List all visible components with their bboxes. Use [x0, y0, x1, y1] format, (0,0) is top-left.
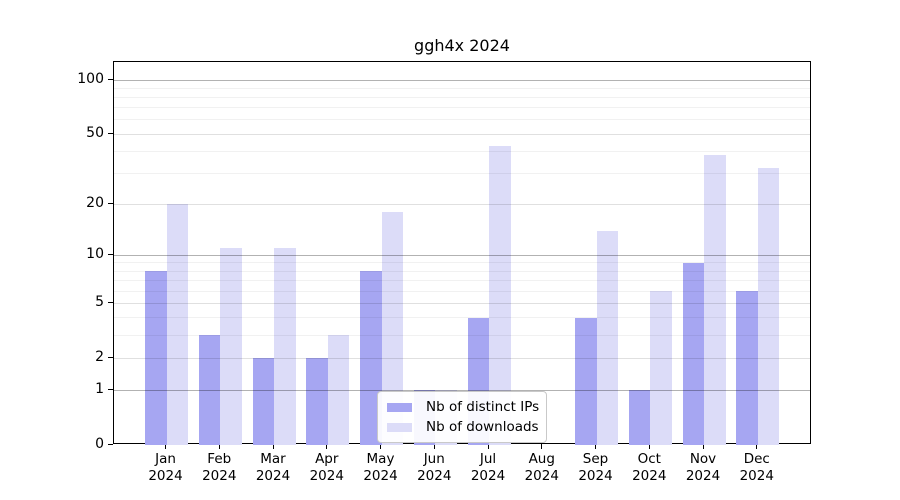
x-axis-label-oct: Oct 2024 [618, 451, 680, 485]
month-name: Aug [528, 451, 555, 467]
month-year: 2024 [578, 468, 613, 484]
x-axis-tick-oct [648, 444, 650, 449]
x-axis-tick-nov [702, 444, 704, 449]
month-name: Nov [689, 451, 717, 467]
bar-downloads-sep [596, 230, 618, 445]
y-axis-tick-0 [108, 443, 113, 445]
month-year: 2024 [524, 468, 559, 484]
x-axis-tick-aug [541, 444, 543, 449]
y-axis-tick-100 [108, 78, 113, 80]
bar-distinct-ips-nov [682, 262, 704, 445]
x-axis-label-aug: Aug 2024 [511, 451, 573, 485]
y-axis-label-100: 100 [77, 70, 104, 87]
legend-item-distinct-ips: Nb of distinct IPs [387, 399, 540, 415]
bars-layer [114, 62, 810, 445]
y-axis-label-1: 1 [95, 380, 104, 397]
month-name: Apr [315, 451, 339, 467]
y-axis-label-10: 10 [86, 245, 104, 262]
month-name: Jan [155, 451, 176, 467]
x-axis-label-jun: Jun 2024 [403, 451, 465, 485]
month-name: Feb [207, 451, 232, 467]
y-axis-tick-1 [108, 388, 113, 390]
month-name: Oct [637, 451, 661, 467]
y-axis-tick-10 [108, 253, 113, 255]
bar-downloads-oct [650, 291, 672, 445]
x-axis-tick-mar [272, 444, 274, 449]
bar-downloads-dec [757, 168, 780, 445]
month-name: May [366, 451, 395, 467]
bar-downloads-nov [704, 155, 726, 445]
bar-distinct-ips-dec [736, 291, 758, 445]
month-year: 2024 [685, 468, 721, 484]
x-axis-label-mar: Mar 2024 [242, 451, 304, 485]
bar-distinct-ips-apr [306, 358, 328, 445]
x-axis-label-apr: Apr 2024 [296, 451, 358, 485]
x-axis-label-jul: Jul 2024 [457, 451, 519, 485]
legend-swatch-distinct-ips [387, 402, 412, 412]
y-axis-label-0: 0 [95, 435, 104, 452]
y-axis-tick-50 [108, 132, 113, 134]
month-year: 2024 [148, 468, 183, 484]
month-year: 2024 [309, 468, 344, 484]
x-axis-label-feb: Feb 2024 [188, 451, 250, 485]
bar-downloads-jul [489, 145, 511, 445]
month-year: 2024 [202, 468, 237, 484]
bar-distinct-ips-mar [252, 358, 274, 445]
month-name: Sep [582, 451, 609, 467]
x-axis-tick-dec [756, 444, 758, 449]
month-year: 2024 [363, 468, 398, 484]
x-axis-label-nov: Nov 2024 [672, 451, 734, 485]
legend-label-distinct-ips: Nb of distinct IPs [426, 399, 540, 415]
y-axis-label-20: 20 [86, 194, 104, 211]
bar-distinct-ips-feb [198, 335, 221, 445]
legend: Nb of distinct IPs Nb of downloads [377, 391, 547, 443]
month-name: Mar [260, 451, 286, 467]
bar-distinct-ips-sep [575, 317, 597, 445]
bar-downloads-jan [166, 204, 188, 445]
month-year: 2024 [470, 468, 506, 484]
y-axis-tick-5 [108, 301, 113, 303]
legend-swatch-downloads [387, 422, 412, 432]
y-axis-label-5: 5 [95, 293, 104, 310]
plot-area [113, 61, 811, 445]
chart-title: ggh4x 2024 [414, 36, 510, 55]
y-axis-tick-20 [108, 202, 113, 204]
x-axis-label-sep: Sep 2024 [565, 451, 627, 485]
y-axis-label-50: 50 [86, 124, 104, 141]
x-axis-tick-jun [433, 444, 435, 449]
legend-label-downloads: Nb of downloads [426, 419, 539, 435]
x-axis-tick-sep [595, 444, 596, 449]
x-axis-label-dec: Dec 2024 [726, 451, 788, 485]
bar-distinct-ips-oct [628, 390, 651, 445]
month-name: Dec [743, 451, 770, 467]
legend-item-downloads: Nb of downloads [387, 419, 539, 435]
bar-downloads-may [381, 212, 403, 445]
x-axis-label-jan: Jan 2024 [135, 451, 197, 485]
bar-downloads-apr [327, 335, 350, 445]
x-axis-label-may: May 2024 [350, 451, 412, 485]
bar-distinct-ips-jan [145, 271, 167, 445]
y-axis-label-2: 2 [95, 348, 104, 365]
month-year: 2024 [417, 468, 452, 484]
x-axis-tick-jul [487, 444, 489, 449]
bar-distinct-ips-may [360, 271, 382, 445]
month-name: Jul [479, 451, 497, 467]
y-axis-tick-2 [108, 356, 113, 358]
month-name: Jun [423, 451, 445, 467]
month-year: 2024 [255, 468, 291, 484]
x-axis-tick-feb [218, 444, 220, 449]
bar-downloads-mar [274, 248, 296, 445]
x-axis-tick-jan [165, 444, 166, 449]
month-year: 2024 [739, 468, 774, 484]
x-axis-tick-may [380, 444, 381, 449]
bar-downloads-feb [220, 248, 242, 445]
x-axis-tick-apr [326, 444, 328, 449]
month-year: 2024 [632, 468, 667, 484]
